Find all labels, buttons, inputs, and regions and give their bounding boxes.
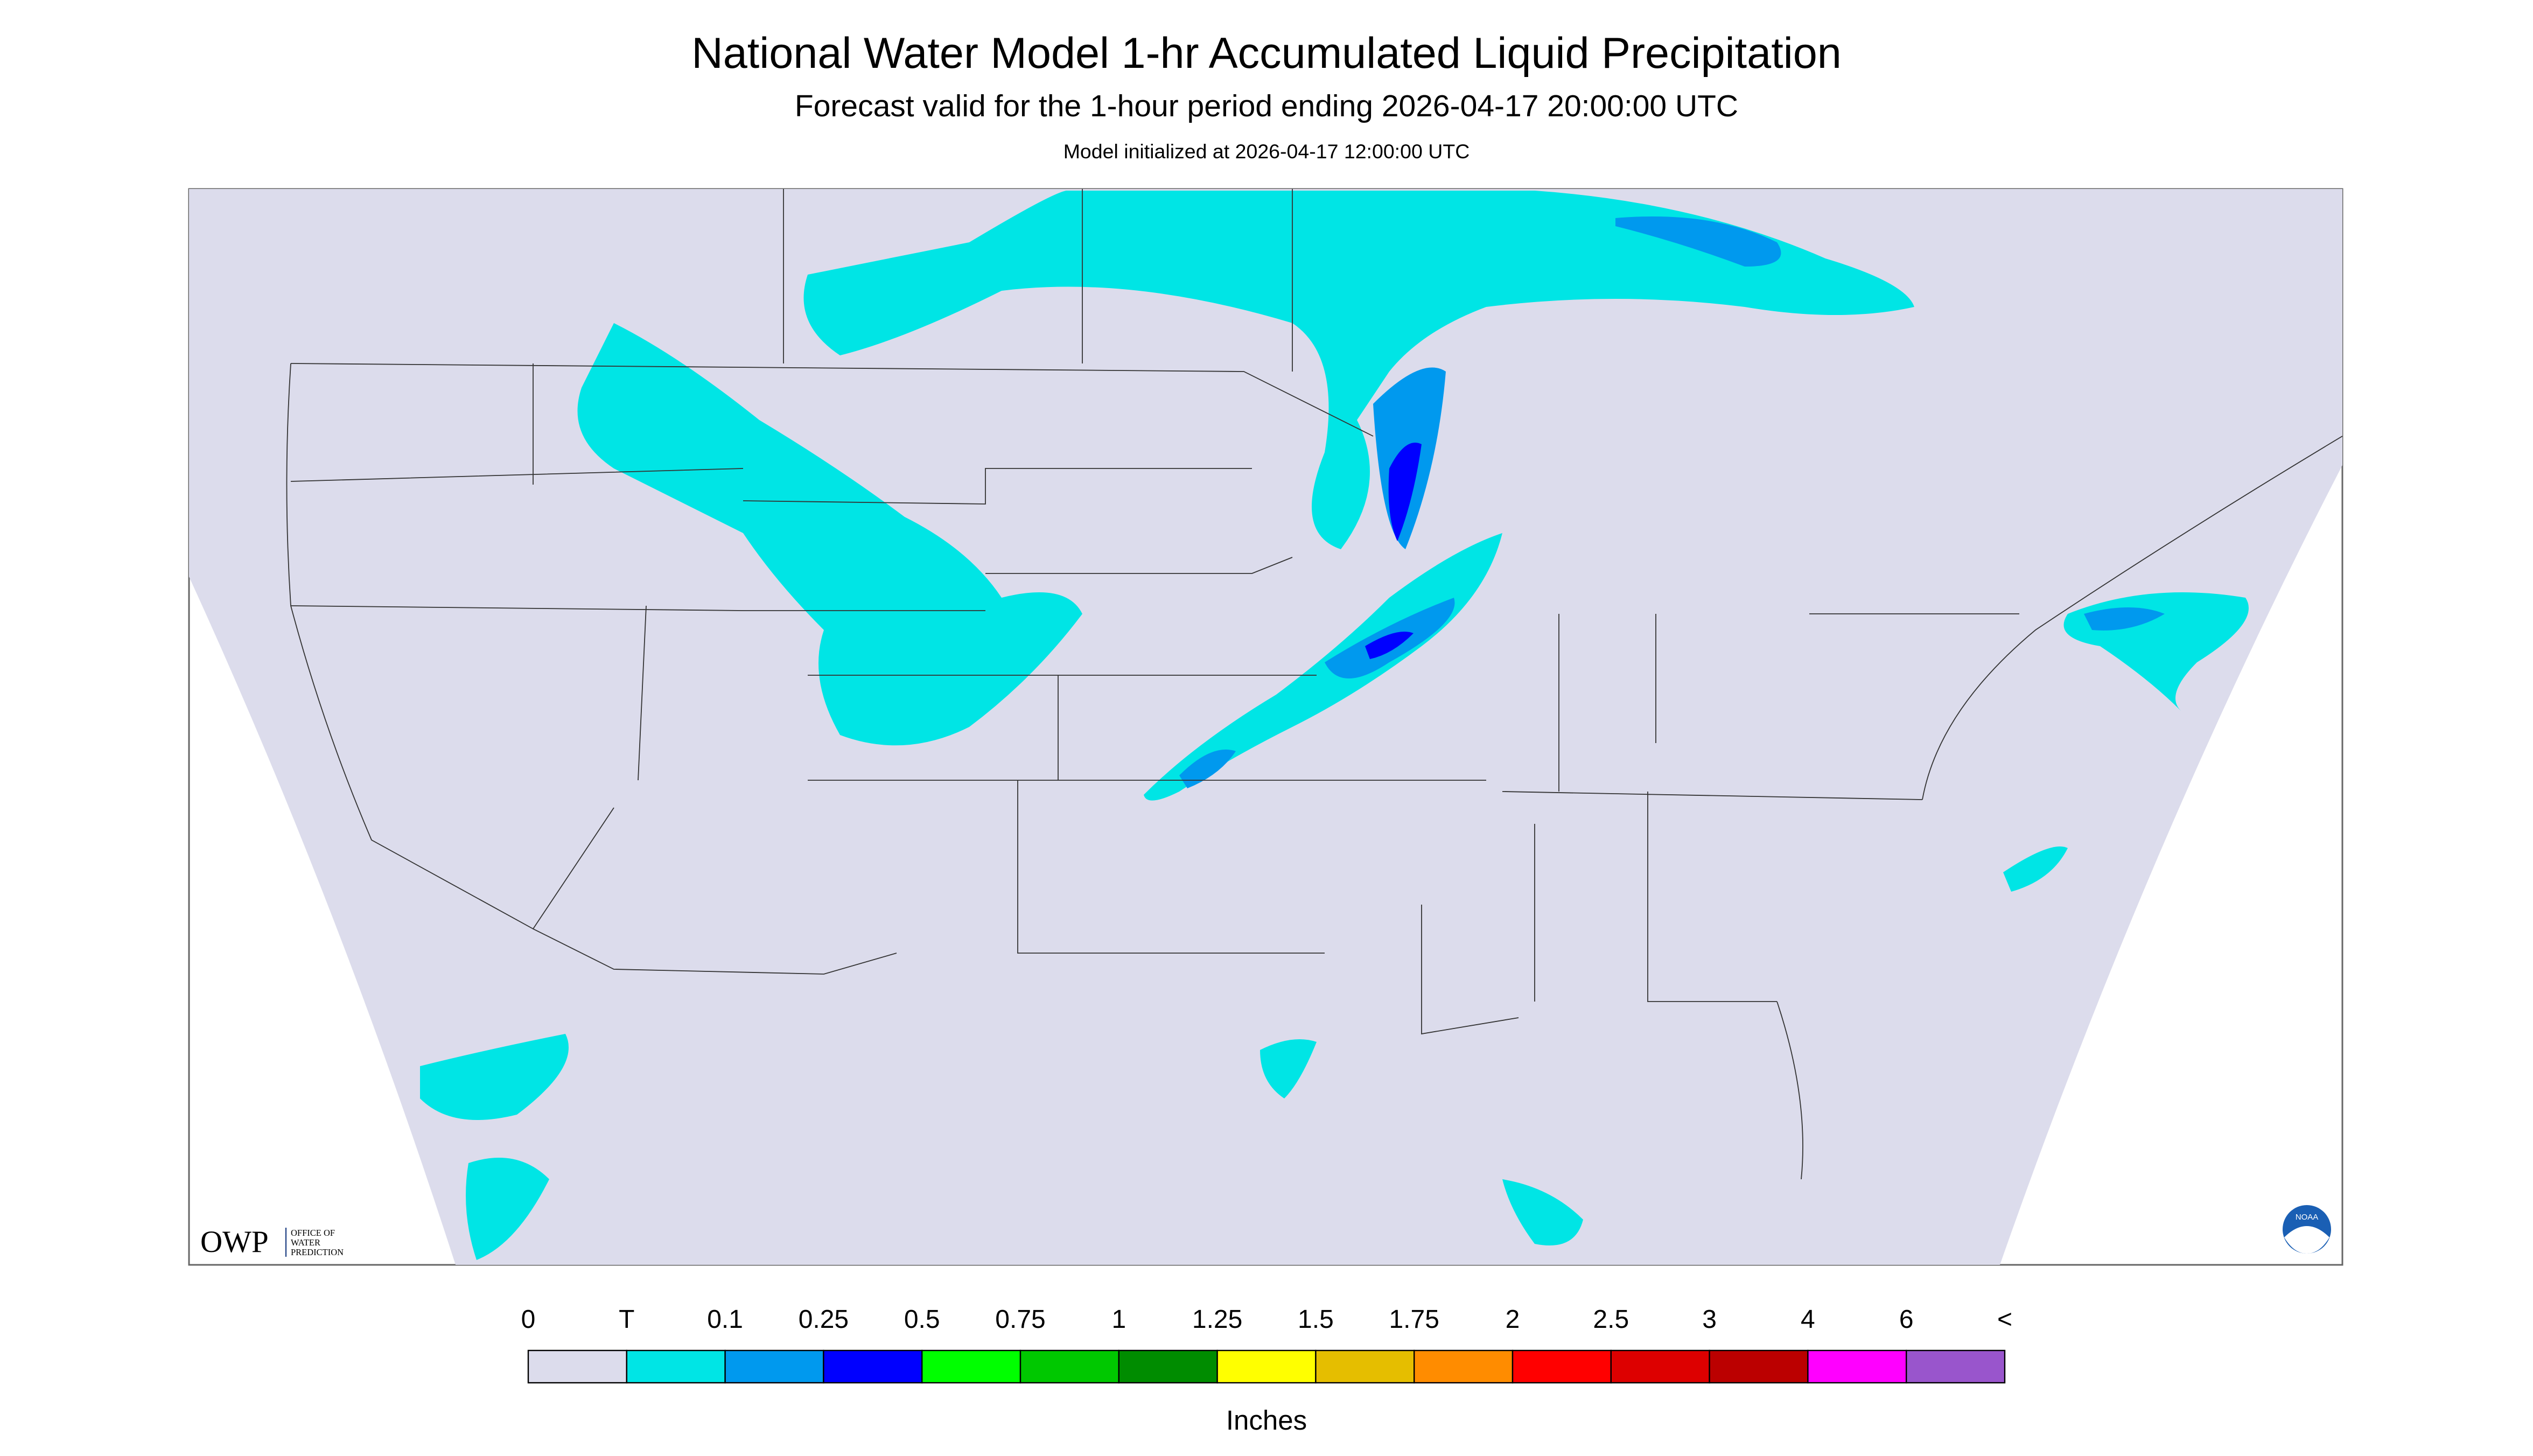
legend-swatch: [626, 1349, 726, 1384]
subtitle: Forecast valid for the 1-hour period end…: [795, 89, 1738, 123]
init-time: Model initialized at 2026-04-17 12:00:00…: [1063, 140, 1470, 163]
legend-swatch: [527, 1349, 628, 1384]
legend-label: 1.5: [1298, 1305, 1334, 1334]
owp-logo: OWP OFFICE OF WATER PREDICTION: [200, 1225, 344, 1259]
legend-label: 3: [1702, 1305, 1717, 1334]
legend-label: 0.1: [707, 1305, 743, 1334]
legend-label: 6: [1899, 1305, 1914, 1334]
legend-label: T: [619, 1305, 634, 1334]
noaa-bird: [2284, 1226, 2329, 1254]
legend-unit: Inches: [1226, 1405, 1307, 1436]
legend-swatch: [1905, 1349, 2006, 1384]
legend-label: 0.25: [799, 1305, 849, 1334]
legend-label: <: [1997, 1305, 2012, 1334]
title: National Water Model 1-hr Accumulated Li…: [691, 29, 1842, 78]
legend: 0 T 0.1 0.25 0.5 0.75 1 1.25 1.5 1.75 2 2.5 3 4 6 <: [521, 1305, 2012, 1384]
legend-label: 0: [521, 1305, 536, 1334]
logo-mark: OWP: [200, 1225, 269, 1259]
legend-swatch: [823, 1349, 923, 1384]
legend-label: 2.5: [1593, 1305, 1629, 1334]
legend-swatch: [1414, 1349, 1514, 1384]
legend-swatch: [1512, 1349, 1612, 1384]
legend-swatch: [1709, 1349, 1809, 1384]
precip-light: [420, 191, 2249, 1261]
legend-label: 1.25: [1192, 1305, 1242, 1334]
legend-label: 0.5: [904, 1305, 940, 1334]
noaa-logo: NOAA: [2283, 1205, 2331, 1254]
legend-swatch: [1315, 1349, 1415, 1384]
legend-swatch: [1807, 1349, 1907, 1384]
legend-swatch: [724, 1349, 824, 1384]
legend-swatch: [1610, 1349, 1710, 1384]
legend-swatch: [1019, 1349, 1120, 1384]
logo-line: WATER: [291, 1237, 320, 1248]
legend-label: 1.75: [1389, 1305, 1439, 1334]
map: OWP OFFICE OF WATER PREDICTION NOAA: [188, 188, 2343, 1266]
noaa-text: NOAA: [2296, 1213, 2319, 1222]
legend-swatch: [921, 1349, 1021, 1384]
legend-swatch: [1118, 1349, 1218, 1384]
legend-swatch: [1216, 1349, 1317, 1384]
legend-label: 4: [1801, 1305, 1815, 1334]
precip-heavy: [1365, 443, 1422, 660]
boundaries: [286, 189, 2343, 1180]
logo-line: PREDICTION: [291, 1247, 344, 1257]
legend-label: 2: [1506, 1305, 1520, 1334]
logo-line: OFFICE OF: [291, 1228, 335, 1238]
legend-label: 1: [1111, 1305, 1126, 1334]
legend-label: 0.75: [995, 1305, 1045, 1334]
